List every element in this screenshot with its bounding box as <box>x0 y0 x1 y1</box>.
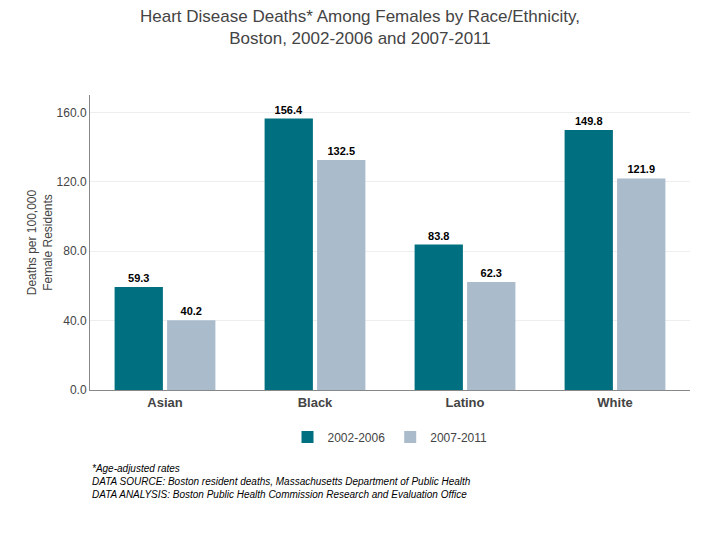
svg-text:Black: Black <box>298 395 333 410</box>
svg-text:Deaths per 100,000Female Resid: Deaths per 100,000Female Residents <box>25 189 55 295</box>
svg-text:149.8: 149.8 <box>575 115 603 127</box>
svg-text:2007-2011: 2007-2011 <box>430 431 487 445</box>
svg-text:40.2: 40.2 <box>181 305 202 317</box>
svg-text:*Age-adjusted ratesDATA SOURCE: *Age-adjusted ratesDATA SOURCE: Boston r… <box>92 463 471 500</box>
svg-text:2002-2006: 2002-2006 <box>328 431 386 445</box>
svg-text:120.0: 120.0 <box>57 175 87 189</box>
svg-text:80.0: 80.0 <box>63 244 87 258</box>
svg-text:62.3: 62.3 <box>481 267 502 279</box>
svg-text:Latino: Latino <box>446 395 485 410</box>
svg-text:59.3: 59.3 <box>128 272 149 284</box>
svg-text:132.5: 132.5 <box>327 145 355 157</box>
svg-text:Asian: Asian <box>147 395 182 410</box>
svg-text:White: White <box>597 395 632 410</box>
svg-text:Heart Disease Deaths* Among Fe: Heart Disease Deaths* Among Females by R… <box>140 7 580 48</box>
svg-text:83.8: 83.8 <box>428 230 449 242</box>
svg-text:0.0: 0.0 <box>70 383 87 397</box>
svg-text:156.4: 156.4 <box>275 104 303 116</box>
svg-text:160.0: 160.0 <box>57 106 87 120</box>
svg-text:40.0: 40.0 <box>63 314 87 328</box>
svg-text:121.9: 121.9 <box>627 163 655 175</box>
